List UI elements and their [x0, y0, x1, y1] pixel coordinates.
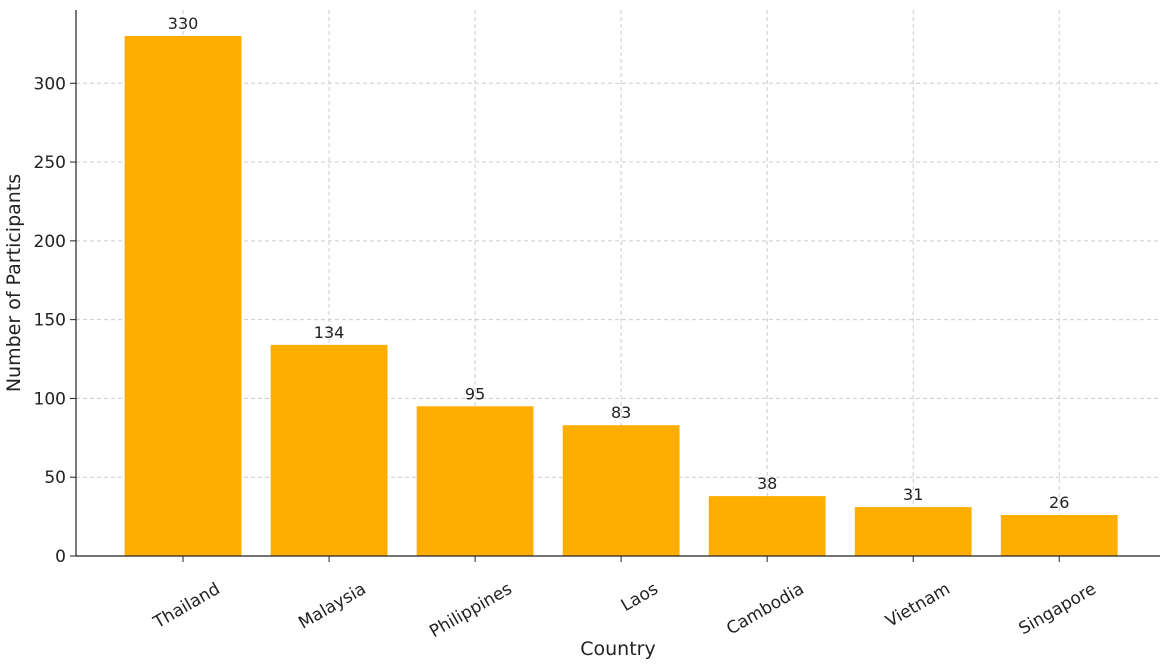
data-label: 26: [1049, 493, 1069, 512]
y-tick-label: 250: [34, 153, 66, 173]
y-tick-label: 300: [34, 74, 66, 94]
bar: [708, 496, 826, 556]
x-tick-label: Vietnam: [882, 579, 953, 632]
x-tick-label: Singapore: [1015, 579, 1099, 639]
x-axis-label: Country: [580, 638, 655, 660]
x-tick-label: Thailand: [149, 579, 223, 633]
bar: [124, 36, 242, 556]
y-tick-label: 100: [34, 389, 66, 409]
y-tick-label: 150: [34, 311, 66, 331]
data-label: 31: [903, 485, 923, 504]
x-tick-label: Malaysia: [295, 579, 369, 633]
y-axis-label: Number of Participants: [3, 174, 25, 392]
x-tick-label: Philippines: [426, 579, 515, 642]
data-label: 38: [757, 474, 777, 493]
y-tick-label: 50: [44, 468, 66, 488]
bar: [270, 344, 388, 556]
bars: 330 134 95 83 38 31 26: [124, 14, 1118, 556]
bar: [416, 406, 534, 556]
y-tick-label: 200: [34, 232, 66, 252]
data-label: 330: [168, 14, 199, 33]
bar: [854, 507, 972, 556]
data-label: 134: [314, 323, 345, 342]
bar: [1000, 515, 1118, 556]
x-tick-label: Laos: [618, 579, 662, 616]
x-tick-label: Cambodia: [723, 579, 807, 639]
y-tick-label: 0: [55, 547, 66, 567]
bar: [562, 425, 680, 556]
data-label: 83: [611, 403, 631, 422]
data-label: 95: [465, 384, 485, 403]
